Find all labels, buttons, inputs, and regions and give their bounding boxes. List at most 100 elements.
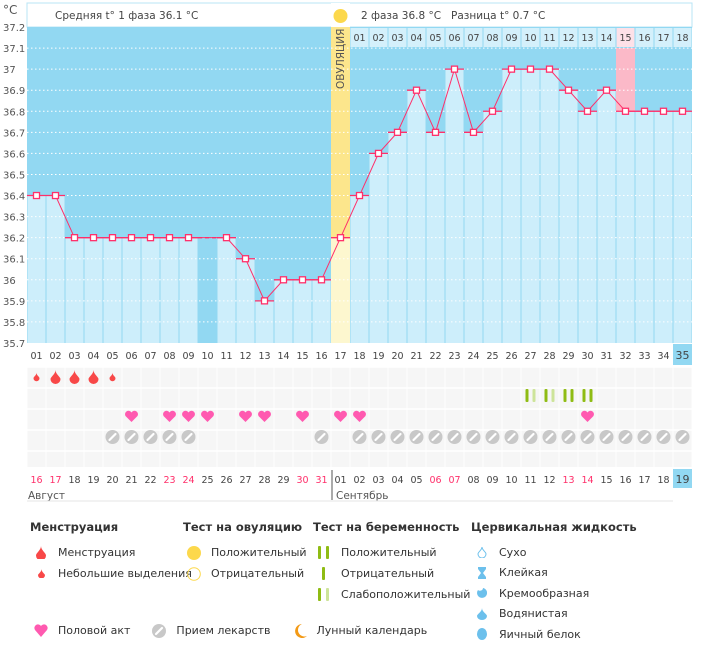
pill-stripe [431,432,440,442]
cycle-day-label: 16 [315,351,327,362]
pill-stripe [317,432,326,442]
calendar-date: 18 [657,475,669,486]
y-tick-label: 35.8 [3,318,25,329]
phase2-day-label: 11 [543,33,555,44]
phase2-day-cell [350,28,369,47]
temperature-bar [369,153,388,343]
legend-label: Половой акт [58,624,131,637]
y-tick-label: 36 [3,276,16,287]
calendar-date: 19 [676,473,690,486]
calendar-date: 28 [258,475,270,486]
pregnancy-test-icon [544,389,548,402]
legend-label: Слабоположительный [341,588,471,601]
pill-stripe [374,432,383,442]
moon-icon [289,623,311,638]
calendar-date: 07 [448,475,460,486]
phase2-day-cell [521,28,540,47]
pill-stripe [146,432,155,442]
temperature-point [659,107,668,115]
temperature-bar [388,132,407,343]
temperature-bar [274,279,293,343]
temperature-bar [502,69,521,343]
cycle-day-label: 26 [505,351,517,362]
heart-icon [334,410,347,422]
calendar-date: 11 [524,475,536,486]
pill-stripe [640,432,649,442]
temperature-point [260,297,269,305]
phase2-day-cell [616,28,635,47]
pill-stripe [526,432,535,442]
menstruation-drop-icon [109,372,116,382]
temperature-point [222,234,231,242]
legend-cervical: Цервикальная жидкость Сухо Клейкая Кремо… [471,520,637,645]
cycle-day-label: 24 [467,351,479,362]
temperature-point [165,234,174,242]
pill-stripe [165,432,174,442]
cycle-day-label: 01 [30,351,42,362]
temperature-point [431,128,440,136]
dry-icon [471,546,493,559]
temperature-point [279,276,288,284]
heart-icon [30,624,52,637]
calendar-date: 12 [543,475,555,486]
temperature-point [678,107,687,115]
temperature-bar [540,69,559,343]
circle-outline-icon [183,566,205,581]
y-tick-label: 37.1 [3,44,25,55]
temperature-bar [122,237,141,343]
temperature-point [621,107,630,115]
header-box [26,2,693,28]
heart-icon [353,410,366,422]
pill-stripe [488,432,497,442]
phase2-day-label: 02 [372,33,384,44]
legend-label: Отрицательный [211,567,305,580]
calendar-date: 29 [277,475,289,486]
legend-label: Положительный [211,546,307,559]
cycle-day-label: 15 [296,351,308,362]
phase2-day-label: 17 [657,33,669,44]
temperature-point [89,234,98,242]
cycle-day-label: 06 [125,351,137,362]
calendar-date: 08 [467,475,479,486]
calendar-date: 20 [106,475,118,486]
cycle-day-label: 32 [619,351,631,362]
cycle-day-label: 30 [581,351,593,362]
phase2-day-cell [635,28,654,47]
cycle-day-label: 07 [144,351,156,362]
y-tick-label: 36.8 [3,107,25,118]
cycle-day-label: 29 [562,351,574,362]
phase2-day-label: 13 [581,33,593,44]
temperature-point [602,86,611,94]
legend-label: Положительный [341,546,437,559]
menstruation-drop-icon [33,372,40,382]
phase2-day-label: 01 [353,33,365,44]
y-tick-label: 36.9 [3,86,25,97]
temperature-point [583,107,592,115]
y-unit: °C [3,3,17,17]
current-day-highlight [673,344,692,365]
temperature-bar [616,111,635,344]
phase2-day-label: 03 [391,33,403,44]
cycle-day-label: 13 [258,351,270,362]
phase2-day-cell [426,28,445,47]
weak-sticks-icon [313,588,335,601]
cycle-day-label: 33 [638,351,650,362]
calendar-date: 30 [296,475,308,486]
calendar-date: 19 [87,475,99,486]
phase2-day-label: 09 [505,33,517,44]
temperature-point [127,234,136,242]
ovulation-circle-icon [333,9,348,23]
cycle-day-label: 19 [372,351,384,362]
phase2-day-cell [464,28,483,47]
creamy-icon [471,587,493,599]
pill-stripe [602,432,611,442]
pill-stripe [583,432,592,442]
cycle-day-label: 05 [106,351,118,362]
legend-label: Клейкая [499,566,548,580]
cycle-day-label: 27 [524,351,536,362]
legend-label: Яичный белок [499,627,581,641]
phase2-day-label: 05 [429,33,441,44]
phase2-day-cell [559,28,578,47]
calendar-date: 27 [239,475,251,486]
calendar-date: 02 [353,475,365,486]
